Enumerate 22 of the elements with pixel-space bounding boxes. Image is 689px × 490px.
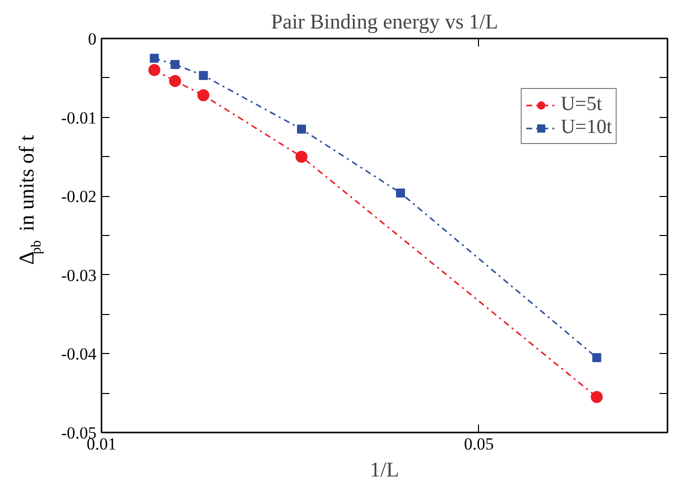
legend-label: U=10t <box>560 116 612 139</box>
legend-label: U=5t <box>560 93 602 116</box>
y-tick-label: 0 <box>88 30 96 48</box>
x-tick-label: 0.05 <box>464 434 494 454</box>
point <box>590 391 603 404</box>
point <box>170 60 180 70</box>
y-axis-title: Δpb in units of t <box>14 134 44 265</box>
x-axis-title: 1/L <box>370 458 400 482</box>
point <box>592 353 602 362</box>
y-tick-label: -0.03 <box>61 266 97 285</box>
point <box>295 150 308 163</box>
point <box>198 71 208 80</box>
point <box>396 188 406 198</box>
point <box>150 54 159 63</box>
y-tick-label: -0.02 <box>61 187 97 206</box>
y-tick-label: -0.01 <box>61 108 97 128</box>
y-tick-label: -0.04 <box>61 344 97 364</box>
point <box>197 89 210 102</box>
chart-title: Pair Binding energy vs 1/L <box>270 10 498 34</box>
point <box>169 75 182 88</box>
point <box>148 64 160 76</box>
point <box>296 124 306 134</box>
